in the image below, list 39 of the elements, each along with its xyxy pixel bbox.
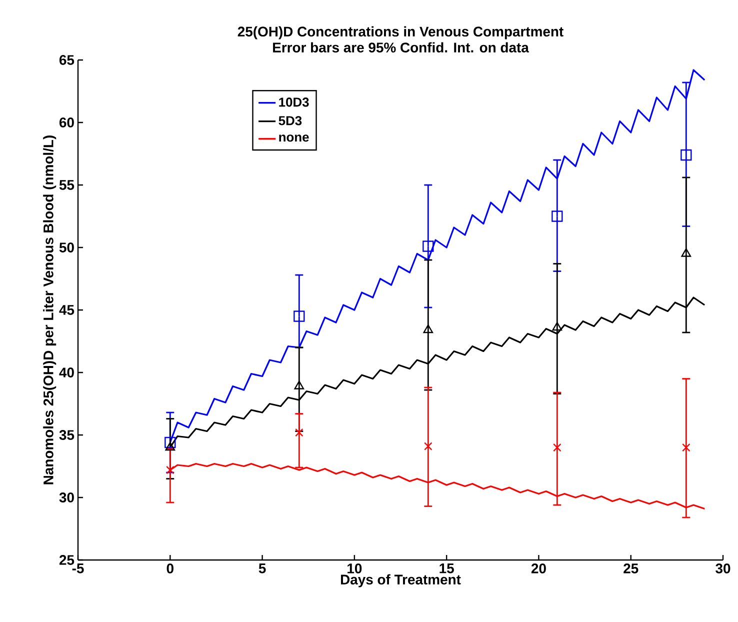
legend-label: 5D3 xyxy=(278,116,302,126)
chart-title: 25(OH)D Concentrations in Venous Compartment xyxy=(238,26,564,40)
x-tick-label: 10 xyxy=(348,564,362,574)
y-axis-title: Nanomoles 25(OH)D per Liter Venous Blood (nmol/L) xyxy=(43,136,56,484)
legend-label: 10D3 xyxy=(279,98,309,107)
point xyxy=(295,428,304,437)
point xyxy=(681,248,692,257)
point xyxy=(552,210,563,222)
y-tick-label: 45 xyxy=(59,305,74,315)
x-tick-label: -5 xyxy=(72,564,84,574)
x-axis-title: Days of Treatment xyxy=(340,574,461,588)
chart-subtitle: Error bars are 95% Confid. Int. on data xyxy=(273,42,529,52)
y-tick-label: 30 xyxy=(59,492,74,502)
x-tick-label: 30 xyxy=(716,564,730,574)
point xyxy=(165,442,176,451)
point xyxy=(424,442,432,450)
point xyxy=(552,322,562,331)
point xyxy=(682,443,690,452)
point xyxy=(422,240,434,252)
point xyxy=(164,436,176,448)
point xyxy=(423,324,434,334)
point xyxy=(294,380,304,390)
y-tick-label: 35 xyxy=(59,430,74,440)
x-tick-label: 0 xyxy=(166,564,174,574)
y-tick-label: 55 xyxy=(59,180,74,190)
y-tick-label: 50 xyxy=(59,242,74,252)
x-tick-label: 5 xyxy=(258,564,266,574)
y-tick-label: 60 xyxy=(59,118,74,128)
legend-label: none xyxy=(279,134,309,142)
y-tick-label: 40 xyxy=(59,368,74,378)
point xyxy=(680,149,692,161)
point xyxy=(166,466,174,474)
x-tick-label: 15 xyxy=(440,564,454,574)
y-tick-label: 25 xyxy=(59,555,74,565)
y-tick-label: 65 xyxy=(59,55,74,65)
x-tick-label: 25 xyxy=(624,564,638,574)
x-tick-label: 20 xyxy=(531,564,546,574)
point xyxy=(294,310,305,322)
point xyxy=(553,443,562,452)
